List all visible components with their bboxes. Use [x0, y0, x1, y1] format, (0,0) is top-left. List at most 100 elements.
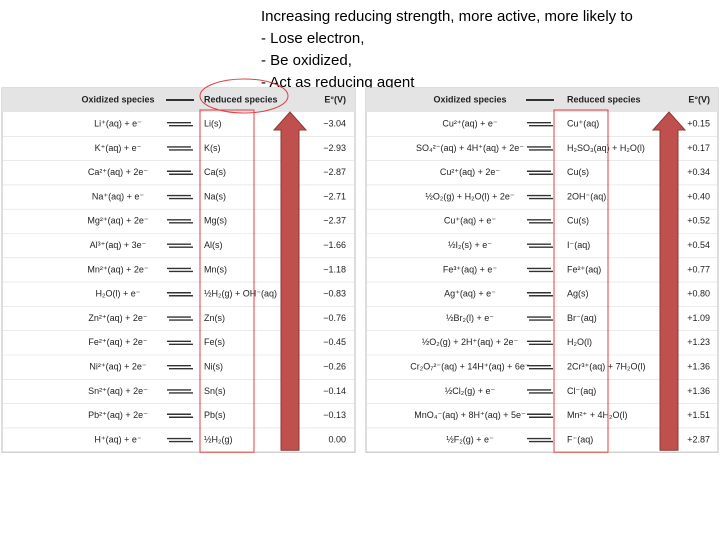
oxidized-species: ½O₂(g) + H₂O(l) + 2e⁻: [425, 191, 515, 201]
reduced-species: Mn²⁺ + 4H₂O(l): [567, 410, 628, 420]
row-arrow: [527, 316, 553, 321]
reduced-species: ½H₂(g) + OH⁻(aq): [204, 289, 277, 299]
potential: −2.87: [323, 167, 346, 177]
reduced-species: 2Cr³⁺(aq) + 7H₂O(l): [567, 362, 646, 372]
potential: +1.36: [687, 362, 710, 372]
row-arrow: [527, 413, 553, 418]
row-arrow: [527, 437, 553, 443]
row-arrow: [167, 340, 193, 346]
reduced-species: F⁻(aq): [567, 434, 593, 444]
oxidized-species: Fe²⁺(aq) + 2e⁻: [88, 337, 148, 347]
oxidized-species: Zn²⁺(aq) + 2e⁻: [88, 313, 148, 323]
potential: −0.14: [323, 386, 346, 396]
potential: −1.66: [323, 240, 346, 250]
potential: +0.40: [687, 191, 710, 201]
row-arrow: [527, 389, 553, 394]
oxidized-species: Cu²⁺(aq) + 2e⁻: [440, 167, 501, 177]
potential: +1.23: [687, 337, 710, 347]
oxidized-species: Ca²⁺(aq) + 2e⁻: [88, 167, 149, 177]
oxidized-species: Al³⁺(aq) + 3e⁻: [90, 240, 147, 250]
row-arrow: [167, 146, 193, 151]
row-arrow: [167, 389, 193, 394]
row-arrow: [527, 146, 553, 151]
oxidized-species: SO₄²⁻(aq) + 4H⁺(aq) + 2e⁻: [416, 143, 524, 153]
highlight-box: [199, 109, 255, 453]
potential: −2.93: [323, 143, 346, 153]
oxidized-species: Cr₂O₇²⁻(aq) + 14H⁺(aq) + 6e⁻: [410, 362, 530, 372]
reduced-species: Cu(s): [567, 167, 589, 177]
heading-line: - Lose electron,: [261, 30, 364, 47]
header-cell: E°(V): [688, 94, 710, 104]
reduced-species: H₂SO₃(aq) + H₂O(l): [567, 143, 645, 153]
potential: −3.04: [323, 119, 346, 129]
potential: −2.37: [323, 216, 346, 226]
heading-line: - Be oxidized,: [261, 52, 352, 69]
potential: +0.77: [687, 264, 710, 274]
potential: −1.18: [323, 264, 346, 274]
row-arrow: [527, 170, 553, 175]
reduced-species: K(s): [204, 143, 221, 153]
potential: −0.13: [323, 410, 346, 420]
oxidized-species: Fe³⁺(aq) + e⁻: [443, 264, 498, 274]
potential: −0.83: [323, 289, 346, 299]
reduced-species: Pb(s): [204, 410, 226, 420]
row-arrow: [167, 316, 193, 321]
oxidized-species: ½F₂(g) + e⁻: [446, 434, 494, 444]
potential: +0.80: [687, 289, 710, 299]
row-arrow: [167, 194, 193, 200]
oxidized-species: MnO₄⁻(aq) + 8H⁺(aq) + 5e⁻: [414, 410, 526, 420]
oxidized-species: Cu⁺(aq) + e⁻: [444, 216, 497, 226]
header-cell: Oxidized species: [433, 94, 506, 104]
header-cell: Reduced species: [567, 94, 641, 104]
oxidized-species: ½O₂(g) + 2H⁺(aq) + 2e⁻: [422, 337, 519, 347]
reduced-species: ½H₂(g): [204, 434, 233, 444]
reduced-species: Cu(s): [567, 216, 589, 226]
potential: +0.52: [687, 216, 710, 226]
reduced-species: Mn(s): [204, 264, 227, 274]
potential: +1.09: [687, 313, 710, 323]
potential: +0.54: [687, 240, 710, 250]
row-arrow: [527, 243, 553, 248]
oxidized-species: Ni²⁺(aq) + 2e⁻: [89, 362, 147, 372]
oxidized-species: Ag⁺(aq) + e⁻: [444, 289, 496, 299]
table-frame: [365, 87, 719, 453]
header-cell: E°(V): [324, 94, 346, 104]
oxidized-species: Cu²⁺(aq) + e⁻: [442, 119, 498, 129]
oxidized-species: Li⁺(aq) + e⁻: [94, 119, 142, 129]
reduced-species: 2OH⁻(aq): [567, 191, 606, 201]
potential: +0.15: [687, 119, 710, 129]
row-arrow: [527, 364, 553, 370]
potential: +2.87: [687, 434, 710, 444]
reduced-species: Cu⁺(aq): [567, 119, 599, 129]
reduced-species: Ni(s): [204, 362, 223, 372]
potential: +1.36: [687, 386, 710, 396]
table-frame: [1, 87, 356, 453]
reduced-species: Zn(s): [204, 313, 225, 323]
oxidized-species: Mg²⁺(aq) + 2e⁻: [87, 216, 149, 226]
row-arrow: [527, 267, 553, 273]
row-arrow: [167, 292, 193, 297]
oxidized-species: Pb²⁺(aq) + 2e⁻: [88, 410, 148, 420]
reduced-species: Fe(s): [204, 337, 225, 347]
potential: +0.17: [687, 143, 710, 153]
row-arrow: [167, 219, 193, 224]
reduced-species: Ca(s): [204, 167, 226, 177]
row-arrow: [527, 121, 553, 127]
reduced-species: Ag(s): [567, 289, 589, 299]
row-arrow: [527, 219, 553, 224]
oxidized-species: Na⁺(aq) + e⁻: [92, 191, 145, 201]
oxidized-species: ½I₂(s) + e⁻: [448, 240, 492, 250]
potential: −0.26: [323, 362, 346, 372]
reduced-species: Na(s): [204, 191, 226, 201]
row-arrow: [527, 194, 553, 200]
reduced-species: Br⁻(aq): [567, 313, 597, 323]
oxidized-species: Mn²⁺(aq) + 2e⁻: [87, 264, 149, 274]
oxidized-species: Sn²⁺(aq) + 2e⁻: [88, 386, 148, 396]
row-arrow: [167, 170, 193, 175]
oxidized-species: H⁺(aq) + e⁻: [94, 434, 142, 444]
reduced-species: Fe²⁺(aq): [567, 264, 601, 274]
potential: −0.45: [323, 337, 346, 347]
oxidized-species: ½Br₂(l) + e⁻: [446, 313, 494, 323]
oxidized-species: ½Cl₂(g) + e⁻: [445, 386, 496, 396]
